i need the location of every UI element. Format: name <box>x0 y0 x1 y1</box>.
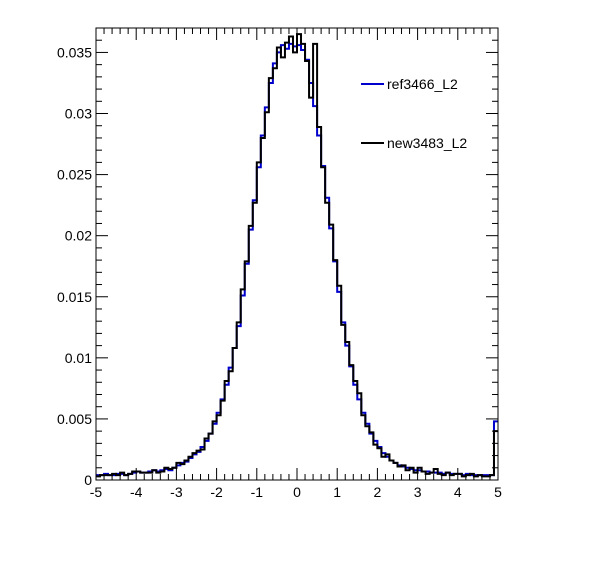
x-tick-label: 2 <box>374 484 382 500</box>
x-tick-label: -1 <box>251 484 264 500</box>
legend-box <box>358 56 488 166</box>
x-tick-label: 1 <box>333 484 341 500</box>
legend-label-new: new3483_L2 <box>387 135 467 151</box>
x-tick-label: 5 <box>494 484 502 500</box>
y-tick-label: 0.005 <box>57 411 92 427</box>
y-tick-label: 0.01 <box>65 350 92 366</box>
y-tick-label: 0.03 <box>65 106 92 122</box>
x-tick-label: -5 <box>90 484 103 500</box>
series-layer <box>96 33 498 478</box>
x-tick-label: -2 <box>210 484 223 500</box>
y-tick-label: 0.035 <box>57 44 92 60</box>
x-tick-label: -4 <box>130 484 143 500</box>
y-tick-label: 0 <box>84 472 92 488</box>
y-tick-label: 0.02 <box>65 228 92 244</box>
x-tick-label: 0 <box>293 484 301 500</box>
series-line-new <box>96 33 498 478</box>
x-tick-label: 4 <box>454 484 462 500</box>
x-tick-label: -3 <box>170 484 183 500</box>
axis-layer: -5 -4 -3 -2 -1 0 1 2 3 4 5 0 0.005 0.01 0.015 0.02 0.025… <box>57 27 502 500</box>
legend: ref3466_L2 new3483_L2 <box>361 76 467 151</box>
y-tick-label: 0.025 <box>57 167 92 183</box>
x-tick-label: 3 <box>414 484 422 500</box>
y-tick-label: 0.015 <box>57 289 92 305</box>
legend-label-ref: ref3466_L2 <box>387 76 458 92</box>
